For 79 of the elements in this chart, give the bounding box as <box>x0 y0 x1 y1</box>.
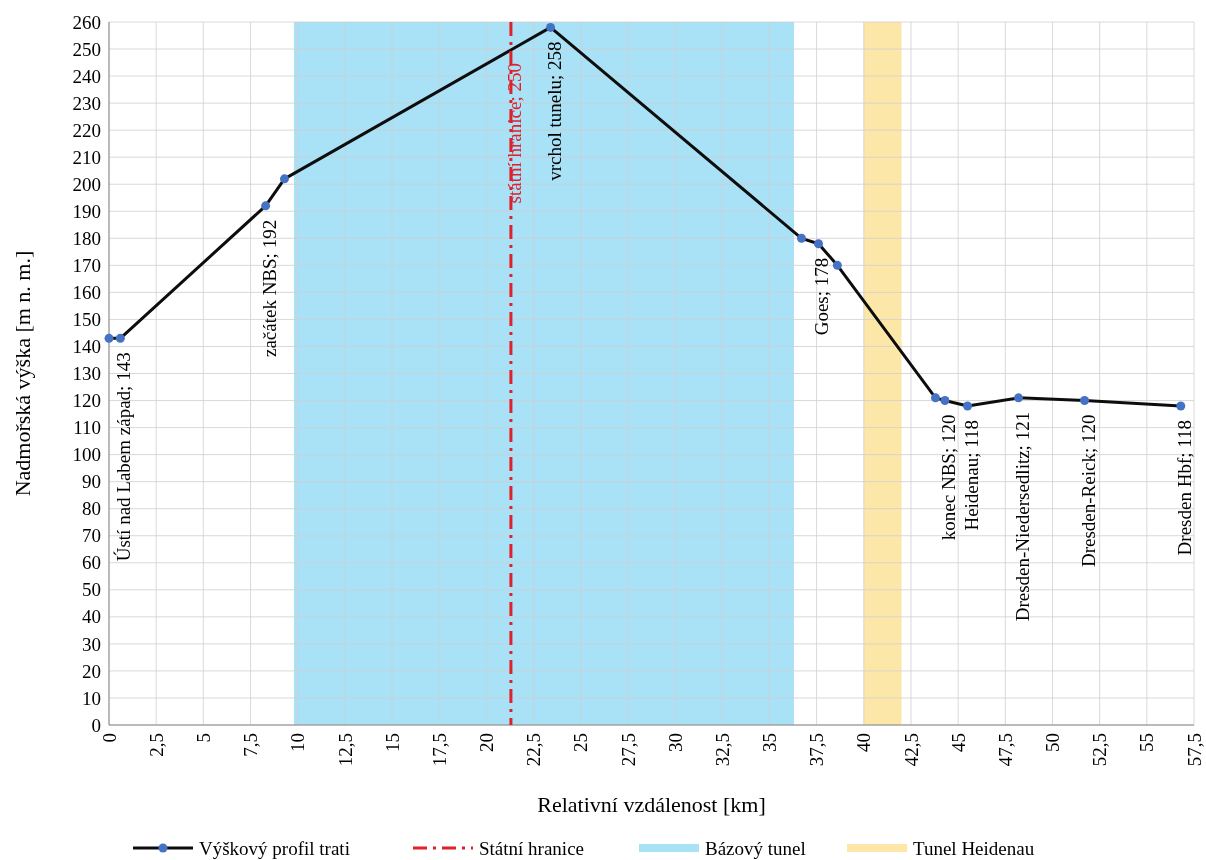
y-tick-label: 150 <box>72 309 101 331</box>
y-tick-label: 70 <box>82 525 101 547</box>
y-tick-label: 230 <box>72 92 101 114</box>
x-tick-label: 5 <box>193 733 214 743</box>
x-tick-label: 0 <box>98 733 120 743</box>
y-tick-label: 140 <box>72 336 101 358</box>
y-tick-label: 90 <box>82 471 101 493</box>
x-tick-label: 27,5 <box>617 733 639 767</box>
x-tick-label: 52,5 <box>1089 733 1111 767</box>
x-tick-label: 42,5 <box>900 733 922 767</box>
y-tick-label: 220 <box>72 119 101 141</box>
x-axis-title: Relativní vzdálenost [km] <box>537 792 766 817</box>
x-tick-label: 35 <box>759 733 781 752</box>
y-tick-label: 30 <box>82 633 101 655</box>
point <box>1080 396 1090 406</box>
point <box>261 201 271 211</box>
y-tick-label: 40 <box>82 606 101 628</box>
point <box>104 333 114 343</box>
y-tick-label: 260 <box>72 11 101 33</box>
y-tick-label: 170 <box>72 255 101 276</box>
x-tick-label: 22,5 <box>523 733 545 767</box>
annotation: Dresden-Reick; 120 <box>1077 414 1099 568</box>
point <box>814 239 823 249</box>
y-tick-label: 100 <box>72 444 101 466</box>
x-tick-label: 57,5 <box>1183 733 1205 767</box>
y-tick-label: 160 <box>72 282 101 304</box>
x-tick-label: 55 <box>1136 733 1158 752</box>
legend-label: Bázový tunel <box>705 837 806 859</box>
y-axis-title: Nadmořská výška [m n. m.] <box>10 250 35 497</box>
x-tick-label: 30 <box>664 733 686 752</box>
point <box>1176 401 1186 411</box>
x-tick-label: 7,5 <box>240 733 262 757</box>
x-tick-label: 45 <box>947 733 969 752</box>
point <box>279 174 289 184</box>
point <box>797 233 807 243</box>
y-tick-label: 120 <box>72 390 101 412</box>
x-tick-label: 50 <box>1042 733 1064 752</box>
y-tick-label: 200 <box>72 173 101 195</box>
y-tick-label: 20 <box>82 660 101 682</box>
x-tick-label: 37,5 <box>806 733 828 767</box>
x-tick-label: 25 <box>570 733 592 752</box>
annotation: vrchol tunelu; 258 <box>543 41 565 181</box>
x-tick-label: 40 <box>853 733 875 752</box>
x-tick-label: 47,5 <box>994 733 1016 767</box>
point <box>832 260 842 270</box>
y-tick-label: 110 <box>73 417 101 439</box>
point <box>963 401 973 411</box>
annotation: Ústí nad Labem západ; 143 <box>113 352 135 562</box>
y-tick-label: 50 <box>82 579 101 601</box>
y-tick-label: 130 <box>72 363 101 385</box>
x-tick-label: 12,5 <box>334 733 356 767</box>
y-tick-label: 190 <box>72 200 101 222</box>
point <box>940 396 950 406</box>
x-tick-label: 2,5 <box>145 733 167 757</box>
x-tick-label: 20 <box>476 733 498 752</box>
annotation: Dresden Hbf; 118 <box>1173 419 1195 556</box>
x-tick-label: 32,5 <box>711 733 733 767</box>
point <box>546 22 556 32</box>
point <box>115 333 125 343</box>
legend-label: Státní hranice <box>479 837 584 859</box>
x-tick-label: 10 <box>287 733 309 752</box>
point <box>1014 393 1024 403</box>
y-tick-label: 250 <box>72 38 101 60</box>
x-tick-label: 15 <box>381 733 403 752</box>
annotation: Dresden-Niedersedlitz; 121 <box>1011 411 1033 622</box>
legend-label: Tunel Heidenau <box>913 837 1035 859</box>
y-tick-label: 180 <box>72 227 101 249</box>
legend-label: Výškový profil trati <box>199 837 350 859</box>
annotation: konec NBS; 120 <box>937 414 959 541</box>
y-tick-label: 240 <box>72 65 101 87</box>
annotation: začátek NBS; 192 <box>258 219 280 358</box>
y-tick-label: 210 <box>72 146 101 168</box>
x-tick-label: 17,5 <box>428 733 450 767</box>
annotation: Heidenau; 118 <box>960 419 982 531</box>
y-tick-label: 10 <box>82 687 101 709</box>
y-tick-label: 60 <box>82 552 101 574</box>
y-tick-label: 80 <box>82 498 101 520</box>
point <box>930 393 940 403</box>
annotation: Goes; 178 <box>811 257 833 336</box>
